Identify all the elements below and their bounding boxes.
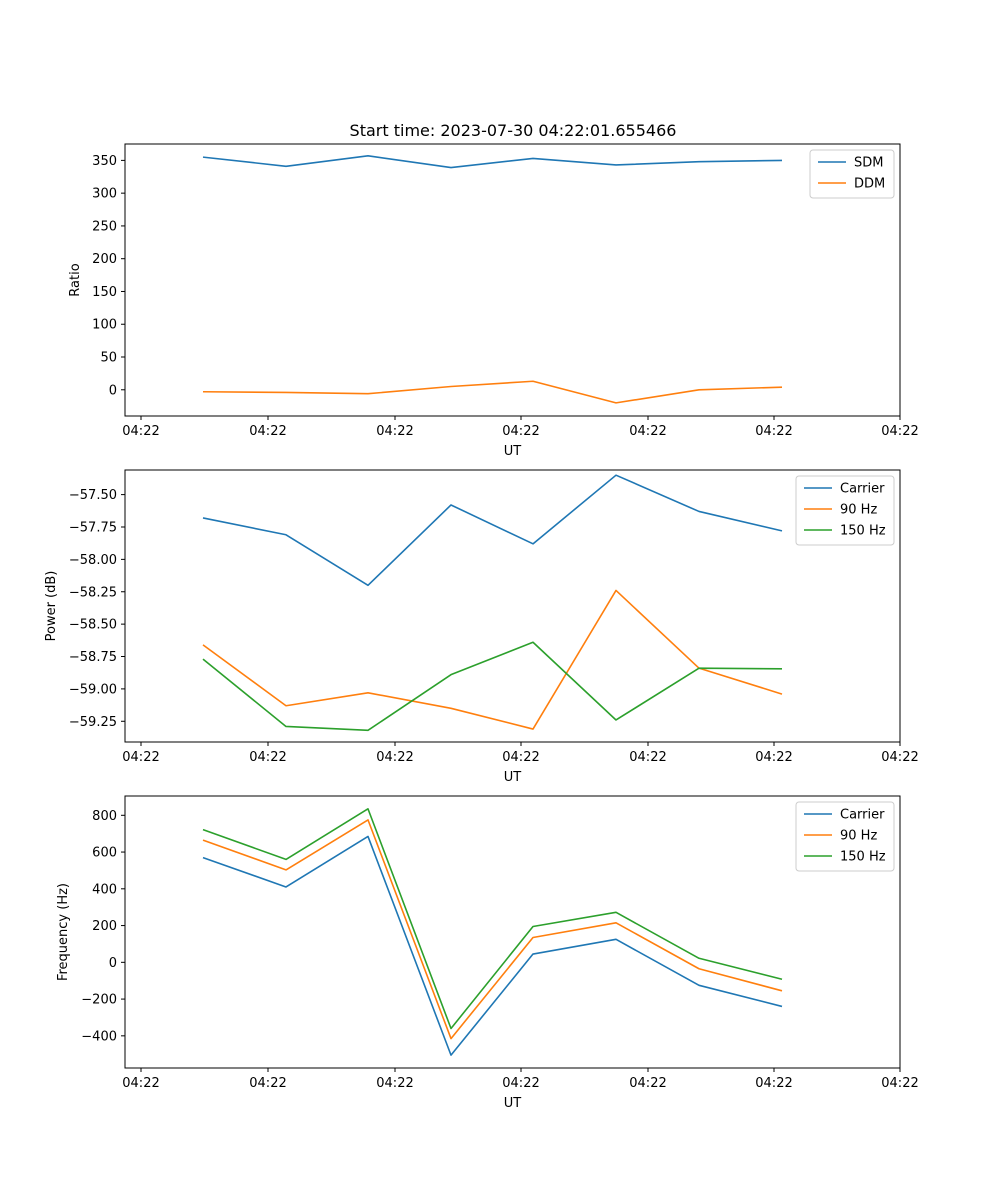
x-tick-label: 04:22 — [755, 750, 792, 765]
x-tick-label: 04:22 — [502, 750, 539, 765]
power-y-axis-label: Power (dB) — [44, 571, 59, 642]
ratio-y-axis-label: Ratio — [68, 263, 83, 296]
frequency-axes-frame — [124, 795, 901, 1069]
y-tick-label: 200 — [92, 919, 117, 934]
legend-label: DDM — [854, 177, 885, 192]
x-tick-label: 04:22 — [376, 424, 413, 439]
x-tick-label: 04:22 — [249, 1076, 286, 1091]
x-tick-label: 04:22 — [376, 750, 413, 765]
y-tick-label: −200 — [81, 993, 117, 1008]
y-tick-label: 600 — [92, 846, 117, 861]
y-tick-label: 200 — [92, 252, 117, 267]
ratio-panel: 04:22 04:22 04:22 04:22 04:22 04:22 04:22 0 50 10… — [68, 143, 919, 459]
y-tick-label: 0 — [109, 383, 117, 398]
x-tick-label: 04:22 — [881, 424, 918, 439]
x-tick-label: 04:22 — [629, 424, 666, 439]
y-tick-label: 400 — [92, 882, 117, 897]
y-tick-label: 50 — [100, 351, 117, 366]
y-tick-label: 150 — [92, 285, 117, 300]
frequency-y-axis-label: Frequency (Hz) — [56, 883, 71, 981]
frequency-series-line-150-hz — [202, 808, 783, 1030]
x-tick-label: 04:22 — [629, 750, 666, 765]
power-series-line-150-hz — [202, 641, 783, 732]
x-tick-label: 04:22 — [755, 424, 792, 439]
x-tick-label: 04:22 — [122, 424, 159, 439]
legend-box — [795, 475, 895, 546]
legend-label: Carrier — [840, 482, 885, 497]
legend-label: 90 Hz — [840, 829, 877, 844]
power-series-line-carrier — [202, 474, 783, 587]
y-tick-label: 100 — [92, 318, 117, 333]
frequency-series-line-carrier — [202, 835, 783, 1056]
y-tick-label: −58.50 — [69, 618, 117, 633]
y-tick-label: −400 — [81, 1029, 117, 1044]
x-tick-label: 04:22 — [122, 750, 159, 765]
ratio-series-line-ddm — [202, 380, 783, 404]
x-tick-label: 04:22 — [376, 1076, 413, 1091]
y-tick-label: −57.50 — [69, 488, 117, 503]
ratio-axes-frame — [124, 143, 901, 417]
power-panel: 04:22 04:22 04:22 04:22 04:22 04:22 04:22 −57.5… — [44, 469, 919, 785]
y-tick-label: −59.25 — [69, 715, 117, 730]
y-tick-label: −58.25 — [69, 585, 117, 600]
y-tick-label: −59.00 — [69, 682, 117, 697]
power-axes-frame — [124, 469, 901, 743]
figure-title: Start time: 2023-07-30 04:22:01.655466 — [350, 121, 677, 140]
legend-label: 90 Hz — [840, 503, 877, 518]
y-tick-label: 350 — [92, 154, 117, 169]
x-tick-label: 04:22 — [881, 1076, 918, 1091]
frequency-legend: Carrier 90 Hz 150 Hz — [795, 801, 895, 872]
x-tick-label: 04:22 — [122, 1076, 159, 1091]
x-tick-label: 04:22 — [249, 750, 286, 765]
y-tick-label: −58.75 — [69, 650, 117, 665]
x-tick-label: 04:22 — [249, 424, 286, 439]
ratio-series-line-sdm — [202, 155, 783, 169]
y-tick-label: 300 — [92, 187, 117, 202]
legend-label: SDM — [854, 156, 883, 171]
legend-label: Carrier — [840, 808, 885, 823]
y-tick-label: −58.00 — [69, 553, 117, 568]
y-tick-label: −57.75 — [69, 520, 117, 535]
power-series-line-90-hz — [202, 589, 783, 730]
y-tick-label: 800 — [92, 809, 117, 824]
frequency-panel: 04:22 04:22 04:22 04:22 04:22 04:22 04:22 800 60… — [56, 795, 919, 1111]
x-tick-label: 04:22 — [502, 424, 539, 439]
legend-label: 150 Hz — [840, 524, 886, 539]
legend-box — [795, 801, 895, 872]
ratio-x-axis-label: UT — [504, 444, 522, 459]
ratio-legend: SDM DDM — [809, 149, 895, 199]
y-tick-label: 250 — [92, 219, 117, 234]
frequency-series-line-90-hz — [202, 819, 783, 1040]
power-legend: Carrier 90 Hz 150 Hz — [795, 475, 895, 546]
frequency-x-axis-label: UT — [504, 1096, 522, 1111]
x-tick-label: 04:22 — [881, 750, 918, 765]
x-tick-label: 04:22 — [629, 1076, 666, 1091]
x-tick-label: 04:22 — [755, 1076, 792, 1091]
power-x-axis-label: UT — [504, 770, 522, 785]
x-tick-label: 04:22 — [502, 1076, 539, 1091]
legend-label: 150 Hz — [840, 850, 886, 865]
y-tick-label: 0 — [109, 956, 117, 971]
